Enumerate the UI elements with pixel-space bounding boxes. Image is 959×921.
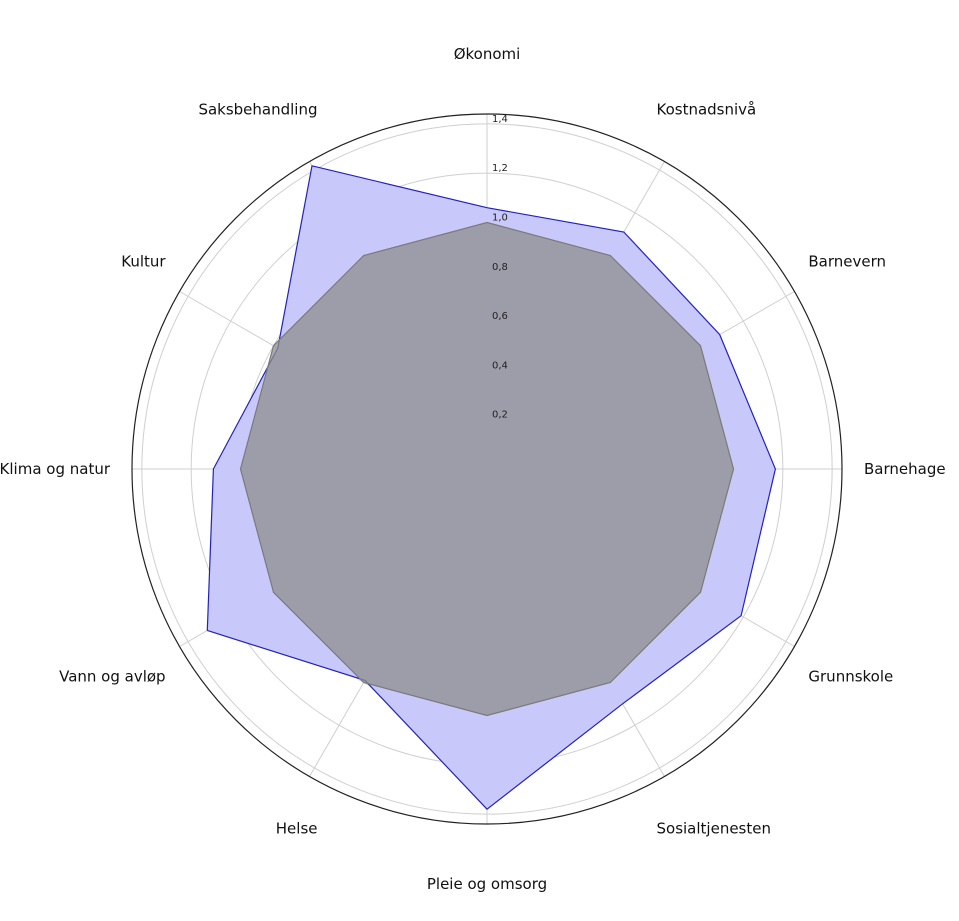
category-label: Grunnskole <box>808 668 893 686</box>
r-tick-label: 1,2 <box>492 163 508 174</box>
r-tick-label: 1,0 <box>492 212 508 223</box>
category-label: Økonomi <box>454 45 521 63</box>
r-tick-label: 0,6 <box>492 311 508 322</box>
series-layer <box>206 165 777 811</box>
category-label: Kultur <box>121 253 166 271</box>
category-label: Vann og avløp <box>59 668 165 686</box>
category-label: Pleie og omsorg <box>427 875 547 893</box>
category-label: Barnevern <box>808 253 886 271</box>
r-tick-label: 1,4 <box>492 114 508 125</box>
category-label: Barnehage <box>864 460 946 478</box>
series-1-area <box>239 221 735 717</box>
category-labels: Økonomi Kostnadsnivå Barnevern Barnehage Gru… <box>0 45 946 893</box>
r-tick-label: 0,4 <box>492 360 508 371</box>
r-tick-label: 0,2 <box>492 410 508 421</box>
category-label: Helse <box>276 819 318 837</box>
polar-frame <box>131 113 843 825</box>
outer-frame <box>131 113 843 825</box>
category-label: Kostnadsnivå <box>657 101 757 119</box>
r-tick-label: 0,8 <box>492 262 508 273</box>
radial-tick-labels: 0,2 0,4 0,6 0,8 1,0 1,2 1,4 <box>492 114 508 421</box>
category-label: Sosialtjenesten <box>657 819 772 837</box>
category-label: Saksbehandling <box>198 101 317 119</box>
category-label: Klima og natur <box>0 460 111 478</box>
